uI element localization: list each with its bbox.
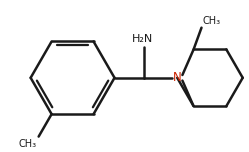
Text: CH₃: CH₃	[18, 139, 37, 149]
Text: N: N	[173, 71, 182, 84]
Text: CH₃: CH₃	[202, 16, 220, 26]
Text: H₂N: H₂N	[132, 34, 153, 44]
